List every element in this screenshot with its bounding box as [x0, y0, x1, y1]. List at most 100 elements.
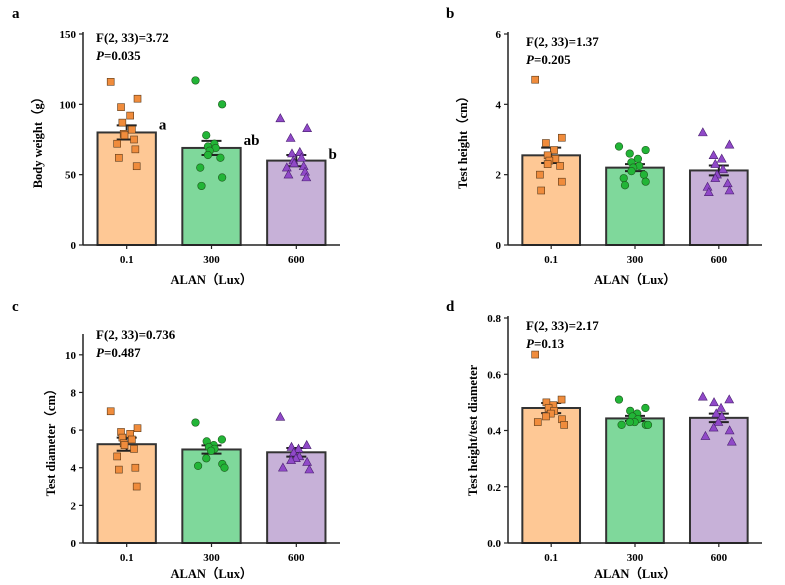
y-tick-label: 6 [71, 425, 77, 437]
y-tick-label: 0.8 [487, 313, 501, 325]
y-tick-label: 0 [71, 240, 77, 252]
x-tick-label: 300 [203, 254, 220, 266]
bar-0.1 [521, 154, 582, 246]
stat-p-label: P [526, 52, 535, 67]
panel-letter: d [446, 299, 455, 315]
data-point-300 [639, 170, 649, 179]
data-point-600 [718, 164, 728, 174]
data-point-0.1 [531, 350, 539, 359]
stat-p: P=0.13 [526, 336, 565, 351]
data-point-300 [614, 142, 624, 151]
stat-p-value: =0.13 [534, 336, 565, 351]
data-point-300 [207, 446, 216, 455]
bar-0.1 [521, 407, 582, 544]
panel-c: c 0.1 300 600 0 2 4 6 8 10 F(2, 33)=0.736 P=0.487 AL… [12, 299, 340, 581]
data-point-0.1 [115, 465, 123, 474]
data-point-600 [710, 158, 721, 168]
data-point-300 [641, 145, 650, 155]
y-tick-label: 0.2 [487, 482, 501, 494]
stat-f: F(2, 33)=1.37 [526, 34, 599, 49]
panel-letter: c [12, 299, 19, 315]
data-point-600 [304, 464, 315, 474]
panel-b: b 0.1 300 600 0 2 4 6 F(2, 33)=1.37 P=0.205 ALAN（L… [446, 6, 762, 287]
data-point-600 [286, 454, 297, 464]
data-point-300 [625, 417, 634, 427]
data-point-0.1 [133, 94, 142, 103]
data-point-600 [716, 402, 726, 412]
data-point-600 [708, 422, 719, 432]
data-point-600 [281, 162, 292, 172]
data-point-300 [619, 174, 628, 183]
data-point-0.1 [543, 160, 552, 168]
x-tick-label: 600 [288, 552, 305, 564]
x-tick-label: 0.1 [120, 254, 134, 266]
data-point-300 [218, 173, 227, 182]
data-point-300 [617, 420, 626, 429]
data-point-0.1 [542, 139, 550, 147]
data-point-0.1 [113, 139, 121, 148]
stat-f: F(2, 33)=3.72 [96, 30, 169, 45]
data-point-0.1 [132, 162, 141, 171]
x-tick-label: 600 [711, 552, 728, 564]
data-point-600 [724, 185, 735, 195]
stat-p-value: =0.205 [534, 52, 571, 67]
y-tick-label: 0.4 [487, 426, 501, 438]
stat-p-value: =0.035 [104, 48, 141, 63]
data-point-0.1 [556, 162, 564, 170]
stat-p: P=0.035 [96, 48, 141, 63]
data-point-0.1 [537, 186, 545, 195]
data-point-0.1 [558, 133, 566, 142]
bar-300 [181, 146, 242, 246]
y-tick-label: 2 [71, 500, 77, 512]
data-point-600 [710, 172, 721, 182]
data-point-300 [217, 435, 226, 444]
data-point-600 [289, 158, 300, 168]
data-point-0.1 [536, 170, 544, 179]
stat-f: F(2, 33)=2.17 [526, 318, 599, 333]
stat-p-label: P [526, 336, 535, 351]
stat-f: F(2, 33)=0.736 [96, 327, 176, 342]
y-axis-title: Test diameter（cm） [43, 383, 58, 497]
bar-0.1 [96, 131, 157, 246]
data-point-600 [287, 148, 297, 158]
data-point-600 [724, 139, 735, 149]
data-point-0.1 [128, 435, 136, 444]
data-point-0.1 [117, 103, 125, 111]
y-tick-label: 100 [60, 99, 77, 111]
data-point-300 [197, 181, 206, 191]
bar-0.1 [96, 443, 157, 545]
data-point-600 [722, 178, 733, 188]
stat-p-label: P [96, 345, 105, 360]
data-point-0.1 [130, 135, 138, 144]
y-tick-label: 0 [496, 240, 502, 252]
data-point-0.1 [542, 412, 550, 421]
data-point-600 [296, 152, 307, 162]
data-point-0.1 [533, 418, 542, 426]
data-point-0.1 [120, 131, 129, 140]
data-point-600 [700, 430, 711, 440]
data-point-600 [716, 411, 727, 421]
data-point-600 [301, 439, 312, 449]
data-point-300 [620, 181, 630, 190]
data-point-0.1 [131, 145, 140, 154]
y-tick-label: 0.6 [487, 369, 501, 381]
data-point-600 [708, 150, 719, 160]
data-point-600 [275, 113, 286, 123]
y-axis-title: Test height（cm） [455, 90, 470, 189]
data-point-300 [191, 76, 200, 85]
x-tick-label: 0.1 [544, 254, 558, 266]
data-point-0.1 [133, 424, 142, 433]
data-point-0.1 [120, 441, 129, 449]
panel-a: a a 0.1 ab 300 b 600 0 50 100 150 F(2, 33)=3.72 P=0.… [12, 6, 340, 287]
panel-letter: a [12, 6, 20, 22]
x-axis-title: ALAN（Lux） [594, 566, 676, 581]
significance-letter: ab [244, 133, 260, 149]
data-point-0.1 [557, 395, 566, 404]
data-point-300 [625, 149, 634, 158]
x-axis-title: ALAN（Lux） [171, 566, 253, 581]
data-point-0.1 [126, 111, 134, 120]
data-point-0.1 [115, 153, 123, 162]
y-tick-label: 6 [496, 29, 502, 41]
data-point-600 [275, 411, 286, 421]
